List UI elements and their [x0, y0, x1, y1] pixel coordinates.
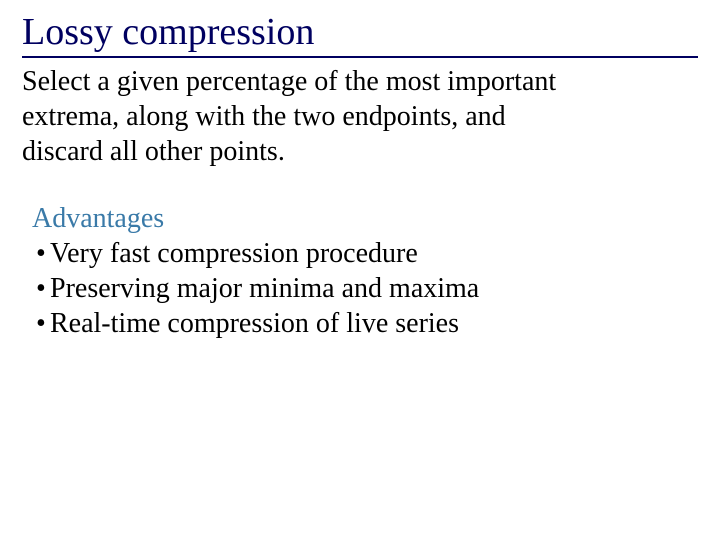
bullet-icon: •: [36, 236, 50, 271]
list-item: •Preserving major minima and maxima: [36, 271, 698, 306]
list-item-label: Real-time compression of live series: [50, 308, 459, 339]
slide-container: Lossy compression Select a given percent…: [0, 0, 720, 540]
slide-title: Lossy compression: [22, 12, 698, 58]
bullet-icon: •: [36, 271, 50, 306]
list-item-label: Very fast compression procedure: [50, 238, 418, 269]
advantages-heading: Advantages: [32, 201, 698, 236]
list-item-label: Preserving major minima and maxima: [50, 273, 479, 304]
advantages-block: Advantages •Very fast compression proced…: [22, 201, 698, 341]
bullet-icon: •: [36, 306, 50, 341]
list-item: •Real-time compression of live series: [36, 306, 698, 341]
description-text: Select a given percentage of the most im…: [22, 64, 582, 169]
list-item: •Very fast compression procedure: [36, 236, 698, 271]
advantages-list: •Very fast compression procedure •Preser…: [32, 236, 698, 341]
